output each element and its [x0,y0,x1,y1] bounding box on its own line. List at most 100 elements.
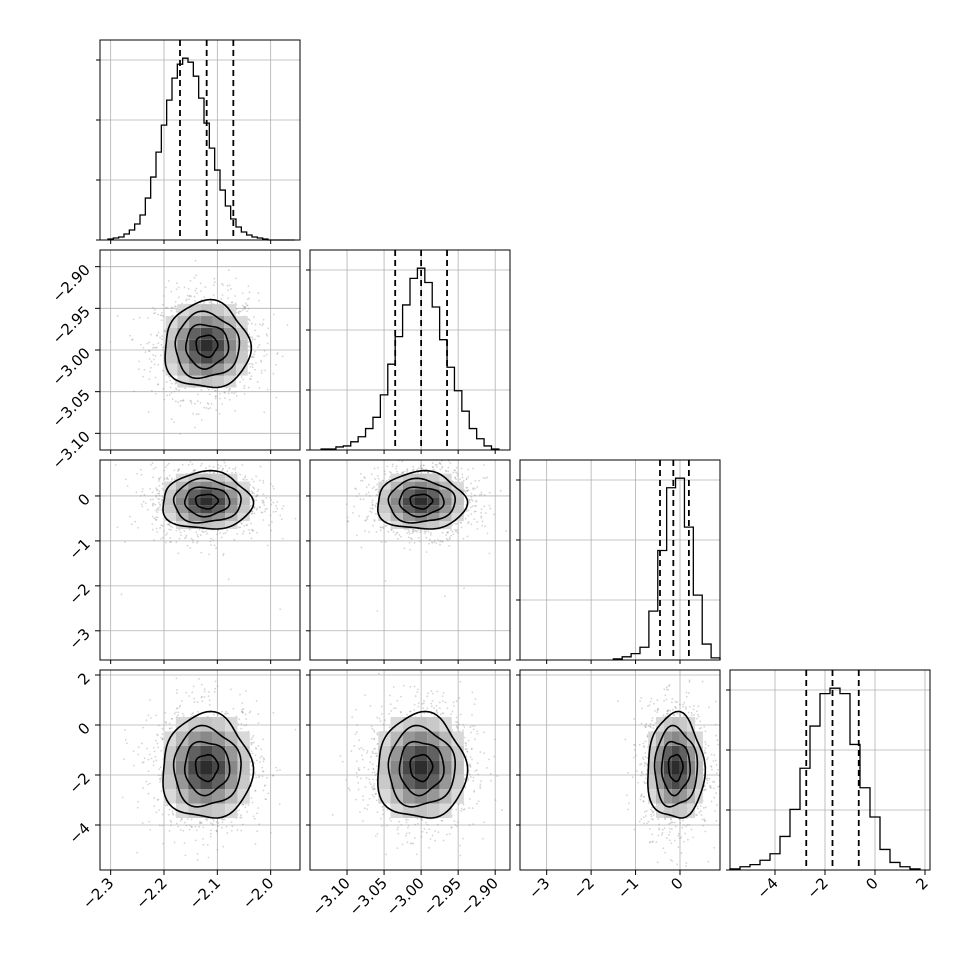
scatter-point [374,774,377,777]
scatter-point [160,774,163,777]
density-cell [439,731,452,746]
scatter-point [196,540,199,543]
scatter-point [133,390,136,393]
scatter-point [251,338,254,341]
density-cell [648,774,656,790]
scatter-point [190,295,193,298]
density-cell [687,803,696,819]
scatter-point [221,821,224,824]
scatter-point [203,301,206,304]
scatter-point [479,751,482,753]
scatter-point [384,580,387,582]
density-cell [200,497,213,506]
scatter-point [163,329,166,332]
scatter-point [652,727,655,730]
scatter-point [212,466,215,468]
scatter-point [373,737,376,740]
scatter-point [258,344,261,346]
scatter-point [245,724,248,726]
scatter-point [158,478,161,481]
scatter-point [253,817,256,820]
scatter-point [433,707,436,710]
scatter-point [204,818,207,821]
scatter-point [382,809,385,811]
density-cell [415,481,428,490]
scatter-point [447,466,450,469]
scatter-point [642,795,645,798]
scatter-point [475,802,478,805]
scatter-point [467,514,470,517]
density-cell [390,489,403,498]
scatter-point [339,755,342,757]
scatter-point [467,769,470,772]
scatter-point [255,499,258,502]
scatter-point [412,468,415,471]
scatter-point [668,683,671,686]
scatter-point [156,346,158,349]
scatter-point [473,505,476,507]
scatter-point [713,787,715,790]
scatter-point [249,365,252,368]
scatter-point [361,820,364,822]
x-tick-label: 2 [912,874,931,893]
scatter-point [180,818,183,820]
scatter-point [467,739,470,742]
scatter-point [677,834,680,837]
scatter-point [239,816,242,819]
scatter-point [149,782,152,785]
scatter-point [281,537,284,540]
scatter-point [448,545,451,547]
scatter-point [252,741,255,744]
scatter-point [641,756,644,759]
scatter-point [367,491,370,494]
scatter-point [465,477,468,480]
scatter-point [488,758,490,761]
density-cell [415,489,428,498]
density-cell [427,473,440,482]
scatter-point [267,524,270,527]
scatter-point [406,713,409,716]
scatter-point [371,750,374,753]
scatter-point [188,298,190,301]
scatter-point [151,491,154,494]
scatter-point [462,809,465,811]
scatter-point [484,477,487,480]
scatter-point [212,284,215,287]
scatter-point [421,467,424,470]
scatter-point [244,305,247,308]
scatter-point [155,334,158,337]
scatter-point [190,537,193,540]
scatter-point [191,471,194,474]
density-cell [378,489,391,498]
scatter-point [666,688,668,691]
scatter-point [430,690,433,693]
density-cell [200,789,213,804]
scatter-point [203,296,206,299]
density-cell [378,497,391,506]
scatter-point [192,469,195,472]
scatter-point [464,777,466,780]
scatter-point [250,741,253,744]
scatter-point [447,530,449,533]
scatter-point [474,770,477,772]
density-cell [212,375,225,388]
scatter-point [280,518,283,521]
scatter-point [633,828,636,831]
scatter-point [658,828,661,831]
scatter-point [198,528,201,531]
density-cell [378,513,391,522]
scatter-point [682,705,685,708]
scatter-point [672,714,675,716]
scatter-point [358,515,361,517]
scatter-point [385,853,388,856]
scatter-point [358,768,361,771]
scatter-point [157,331,160,334]
scatter-point [480,515,483,518]
scatter-point [364,530,367,532]
scatter-point [175,541,178,544]
scatter-point [423,464,425,467]
scatter-point [713,754,716,756]
scatter-point [157,363,160,366]
scatter-point [220,536,223,539]
scatter-point [375,754,378,757]
